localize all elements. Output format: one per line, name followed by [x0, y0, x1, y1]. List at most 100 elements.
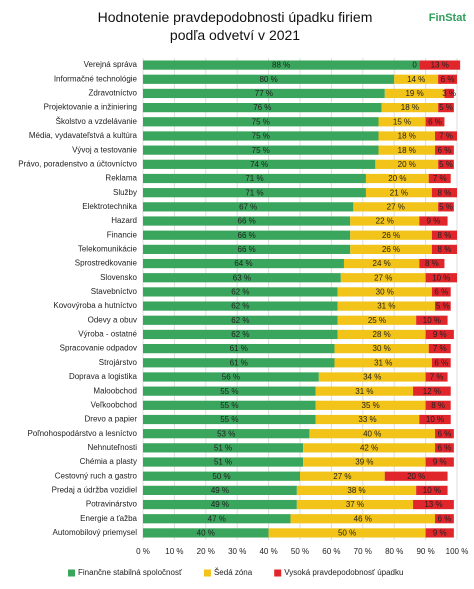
bar-segment [296, 485, 417, 495]
y-tick-label: Služby [113, 188, 137, 197]
x-tick-label: 90 % [416, 547, 434, 556]
bar-segment [143, 145, 379, 155]
bar-segment [438, 103, 454, 113]
data-label: 5 % [439, 202, 453, 211]
bar-segment [425, 457, 454, 467]
bar-segment [315, 386, 414, 396]
bar-segment [425, 372, 448, 382]
data-label: 3 % [442, 89, 456, 98]
y-tick-label: Cestovný ruch a gastro [55, 471, 138, 480]
bar-segment [378, 145, 436, 155]
y-tick-label: Doprava a logistika [69, 372, 138, 381]
y-tick-label: Právo, poradenstvo a účtovníctvo [18, 159, 137, 168]
data-label: 6 % [438, 146, 452, 155]
logo: FinStat [428, 12, 466, 24]
bar-segment [143, 414, 316, 425]
bar-segment [428, 344, 451, 354]
y-tick-label: Potravinárstvo [86, 500, 138, 509]
data-label: 22 % [376, 217, 394, 226]
data-label: 71 % [245, 174, 263, 183]
bar-segment [431, 230, 457, 240]
bar-segment [435, 443, 454, 453]
y-tick-label: Odevy a obuv [88, 315, 137, 324]
bar-segment [353, 202, 439, 212]
data-label: 33 % [358, 415, 376, 424]
data-label: 71 % [245, 188, 263, 197]
bar-segment [143, 514, 291, 524]
bar-segment [143, 315, 338, 325]
legend-swatch [274, 569, 282, 577]
data-label: 12 % [423, 387, 441, 396]
data-label: 62 % [231, 330, 249, 339]
bar-segment [318, 372, 426, 382]
y-tick-label: Reklama [105, 174, 137, 183]
data-label: 18 % [398, 132, 416, 141]
bar-segment [143, 344, 335, 354]
x-tick-label: 20 % [197, 547, 215, 556]
data-label: 80 % [259, 75, 277, 84]
data-label: 38 % [347, 486, 365, 495]
data-label: 62 % [231, 288, 249, 297]
data-label: 19 % [405, 89, 423, 98]
bar-segment [143, 60, 420, 70]
data-label: 8 % [438, 245, 452, 254]
bar-segment [143, 258, 344, 269]
data-label: 14 % [407, 75, 425, 84]
bar-segment [143, 244, 351, 254]
bar-segment [143, 386, 316, 396]
bar-segment [435, 514, 454, 524]
data-label: 5 % [439, 160, 453, 169]
bar-segment [394, 74, 439, 84]
y-tick-label: Projektovanie a inžiniering [44, 103, 137, 112]
data-label: 64 % [234, 259, 252, 268]
data-label: 61 % [230, 358, 248, 367]
data-label: 21 % [390, 188, 408, 197]
data-label: 8 % [431, 401, 445, 410]
data-label: 18 % [401, 103, 419, 112]
bar-segment [425, 528, 454, 538]
bar-segment [378, 131, 436, 141]
data-label: 47 % [208, 514, 226, 523]
bar-segment [435, 429, 454, 439]
y-tick-label: Vývoj a testovanie [72, 145, 137, 154]
data-label: 28 % [373, 330, 391, 339]
data-label: 18 % [398, 146, 416, 155]
bar-segment [143, 499, 297, 510]
bar-segment [438, 74, 457, 84]
x-tick-label: 50 % [291, 547, 309, 556]
data-label: 20 % [398, 160, 416, 169]
y-tick-label: Zdravotníctvo [89, 89, 138, 98]
data-label: 66 % [238, 231, 256, 240]
bar-segment [309, 429, 436, 439]
bar-segment [143, 485, 297, 495]
bar-segment [315, 400, 426, 410]
data-label: 31 % [355, 387, 373, 396]
y-tick-label: Elektrotechnika [82, 202, 137, 211]
bar-segment [143, 457, 304, 467]
bar-segment [365, 188, 432, 198]
data-label: 74 % [250, 160, 268, 169]
data-label: 75 % [252, 117, 270, 126]
y-tick-label: Verejná správa [84, 60, 138, 69]
data-label: 9 % [433, 330, 447, 339]
bar-segment [315, 414, 420, 425]
bar-segment [444, 88, 454, 99]
data-label: 76 % [253, 103, 271, 112]
data-label: 49 % [211, 486, 229, 495]
bar-segment [416, 315, 448, 325]
bar-segment [143, 88, 385, 99]
bar-segment [303, 443, 436, 453]
bar-segment [143, 358, 335, 368]
bar-segment [350, 230, 432, 240]
data-label: 13 % [431, 61, 449, 70]
data-label: 88 % [272, 61, 290, 70]
legend-label: Šedá zóna [214, 568, 253, 577]
y-tick-label: Predaj a údržba vozidiel [52, 485, 138, 494]
bar-segment [413, 499, 454, 510]
legend-label: Vysoká pravdepodobnosť úpadku [284, 568, 403, 577]
y-tick-label: Energie a ťažba [80, 514, 137, 523]
data-label: 51 % [214, 458, 232, 467]
bar-segment [296, 499, 414, 510]
data-label: 27 % [387, 202, 405, 211]
